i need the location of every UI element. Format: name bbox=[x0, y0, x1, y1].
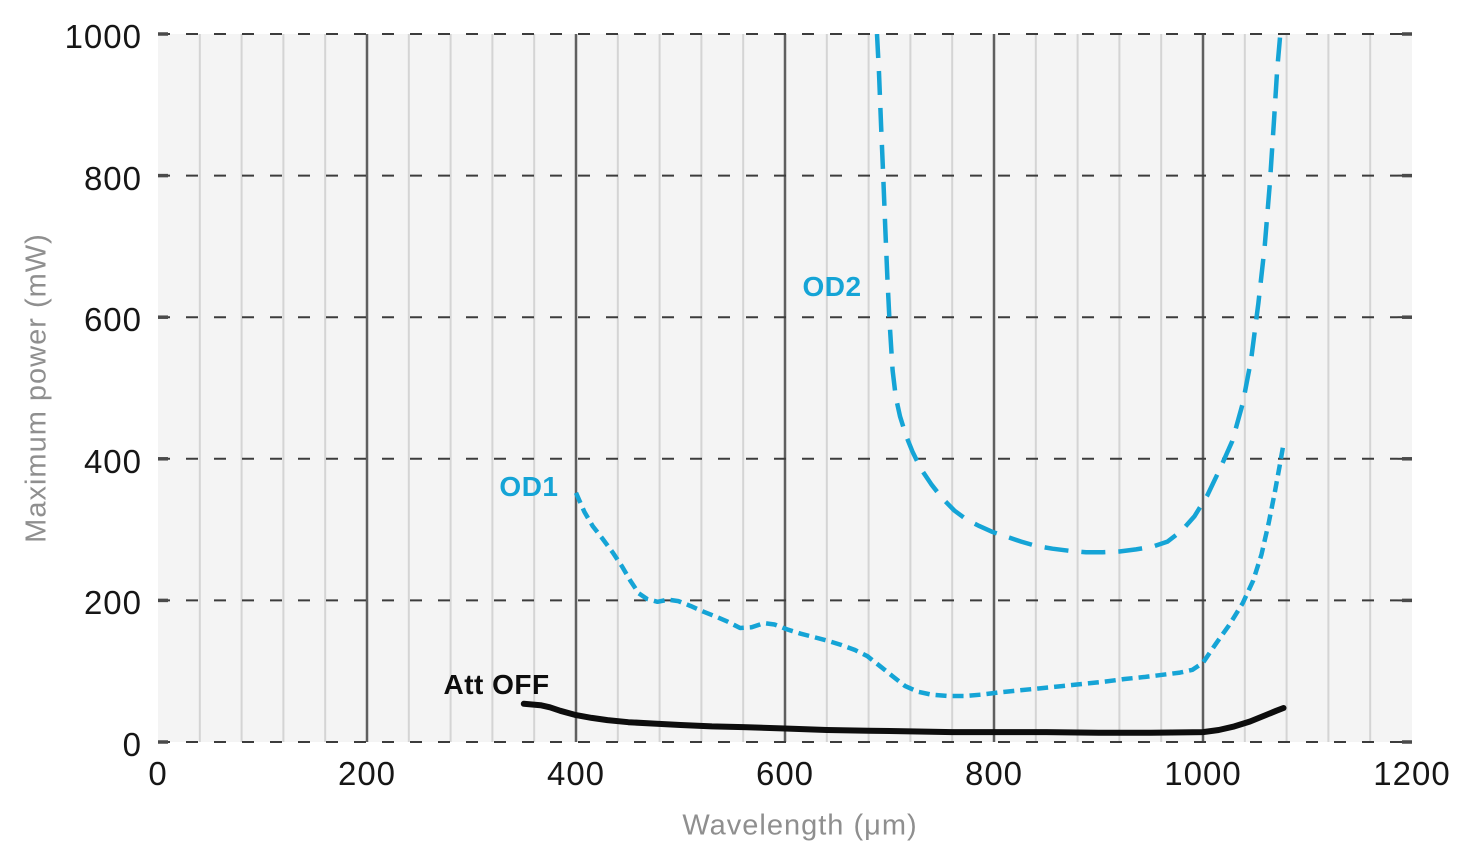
y-tick-label: 600 bbox=[83, 301, 142, 339]
y-tick-label: 800 bbox=[83, 159, 142, 197]
x-tick-label: 200 bbox=[337, 755, 397, 792]
x-tick-label: 400 bbox=[546, 755, 606, 792]
x-tick-label: 800 bbox=[964, 755, 1024, 792]
series-line-od1 bbox=[573, 443, 1286, 699]
axis-edge-ticks bbox=[158, 32, 1412, 744]
y-tick-label: 400 bbox=[83, 442, 142, 480]
series-curves bbox=[520, 34, 1287, 736]
x-tick-label: 0 bbox=[148, 755, 168, 792]
series-line-od2 bbox=[874, 34, 1283, 555]
x-axis-title: Wavelength (μm) bbox=[682, 809, 918, 842]
series-label-od2: OD2 bbox=[802, 270, 862, 302]
series-label-od1: OD1 bbox=[499, 471, 559, 503]
x-tick-label: 600 bbox=[755, 755, 815, 792]
x-tick-label: 1200 bbox=[1373, 755, 1451, 792]
y-tick-label: 1000 bbox=[64, 18, 142, 55]
y-axis-title: Maximum power (mW) bbox=[20, 233, 53, 543]
horizontal-gridlines bbox=[158, 33, 1412, 743]
x-tick-label: 1000 bbox=[1164, 755, 1242, 792]
series-line-att-off bbox=[520, 700, 1287, 736]
vertical-major-gridlines bbox=[365, 34, 1205, 742]
series-label-att-off: Att OFF bbox=[443, 669, 550, 701]
y-tick-label: 200 bbox=[83, 584, 142, 622]
vertical-minor-gridlines bbox=[198, 34, 1372, 742]
y-tick-label: 0 bbox=[122, 726, 142, 763]
